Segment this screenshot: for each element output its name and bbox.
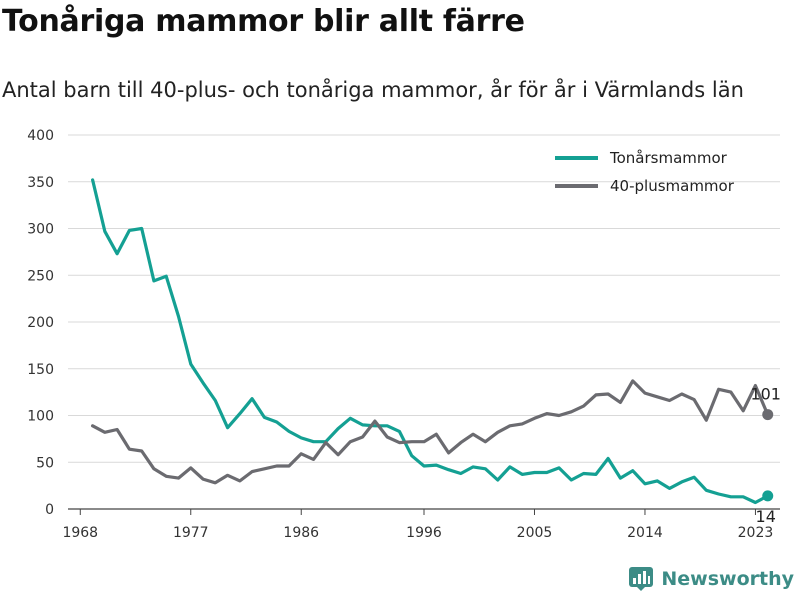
x-tick-label: 1986 <box>283 525 319 541</box>
newsworthy-logo-icon <box>629 567 654 591</box>
x-tick-label: 1968 <box>62 525 98 541</box>
chart-title: Tonåriga mammor blir allt färre <box>2 4 525 39</box>
x-tick-label: 2014 <box>627 525 663 541</box>
y-tick-label: 50 <box>36 455 54 471</box>
legend-label-2: 40-plusmammor <box>610 177 735 195</box>
series-end-marker-2 <box>762 409 774 421</box>
y-tick-label: 250 <box>27 268 54 284</box>
x-tick-label: 2005 <box>517 525 553 541</box>
y-tick-label: 200 <box>27 315 54 331</box>
brand-logo[interactable]: Newsworthy <box>628 566 794 592</box>
legend-label-1: Tonårsmammor <box>609 149 728 167</box>
y-tick-label: 150 <box>27 362 54 378</box>
y-tick-label: 400 <box>27 128 54 144</box>
series-line-1 <box>90 178 770 505</box>
x-tick-label: 2023 <box>738 525 774 541</box>
x-tick-label: 1996 <box>406 525 442 541</box>
series-line-2 <box>90 379 770 485</box>
y-tick-label: 100 <box>27 409 54 425</box>
x-tick-label: 1977 <box>173 525 209 541</box>
brand-name: Newsworthy <box>661 568 794 590</box>
y-tick-label: 300 <box>27 222 54 238</box>
series-end-label-1: 14 <box>756 507 776 526</box>
series-end-marker-1 <box>762 490 774 502</box>
chart-subtitle: Antal barn till 40-plus- och tonåriga ma… <box>2 78 744 102</box>
y-tick-label: 0 <box>45 502 54 518</box>
series-end-label-2: 101 <box>750 385 781 404</box>
y-tick-label: 350 <box>27 175 54 191</box>
